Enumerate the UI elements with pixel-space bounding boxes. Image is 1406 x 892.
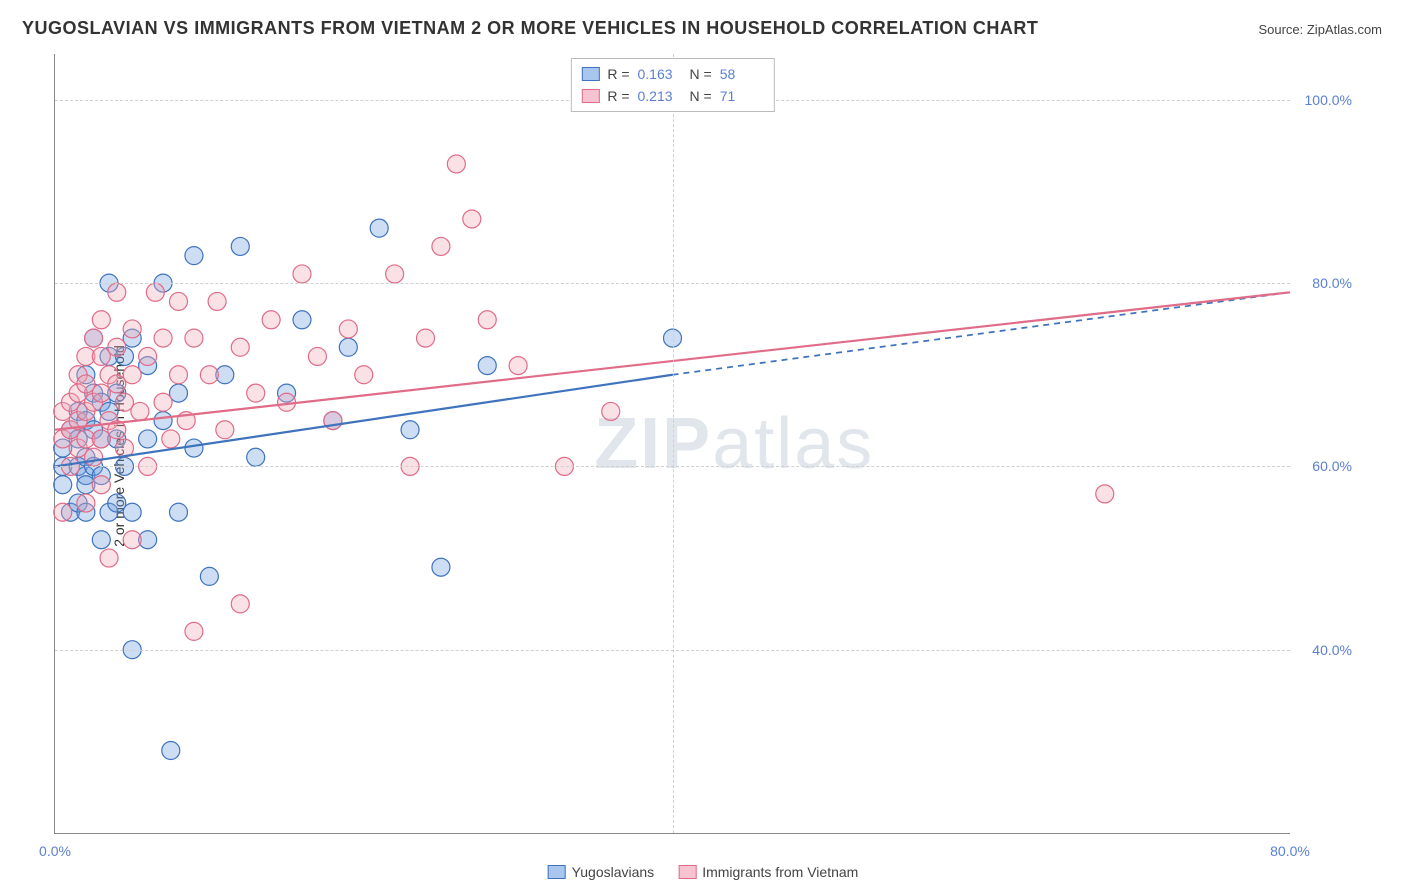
legend-swatch — [678, 865, 696, 879]
data-point — [355, 366, 373, 384]
data-point — [85, 448, 103, 466]
gridline-v — [673, 54, 674, 833]
data-point — [447, 155, 465, 173]
legend-correlation: R = 0.163 N = 58 R = 0.213 N = 71 — [570, 58, 774, 112]
data-point — [162, 742, 180, 760]
data-point — [401, 421, 419, 439]
data-point — [123, 531, 141, 549]
y-tick-label: 100.0% — [1296, 92, 1352, 108]
legend-row: R = 0.163 N = 58 — [581, 63, 763, 85]
legend-swatch — [581, 67, 599, 81]
data-point — [123, 320, 141, 338]
data-point — [170, 503, 188, 521]
data-point — [185, 622, 203, 640]
legend-n-label: N = — [690, 63, 712, 85]
x-tick-label: 0.0% — [39, 843, 71, 859]
data-point — [170, 292, 188, 310]
data-point — [293, 311, 311, 329]
data-point — [208, 292, 226, 310]
data-point — [162, 430, 180, 448]
chart-title: YUGOSLAVIAN VS IMMIGRANTS FROM VIETNAM 2… — [22, 18, 1038, 39]
data-point — [170, 366, 188, 384]
data-point — [200, 366, 218, 384]
data-point — [85, 329, 103, 347]
data-point — [54, 503, 72, 521]
data-point — [131, 402, 149, 420]
data-point — [262, 311, 280, 329]
data-point — [231, 237, 249, 255]
y-tick-label: 40.0% — [1296, 642, 1352, 658]
data-point — [1096, 485, 1114, 503]
data-point — [216, 421, 234, 439]
legend-n-value: 71 — [720, 85, 764, 107]
data-point — [146, 283, 164, 301]
data-point — [386, 265, 404, 283]
legend-item: Yugoslavians — [548, 864, 655, 880]
data-point — [139, 430, 157, 448]
legend-r-value: 0.213 — [638, 85, 682, 107]
legend-label: Yugoslavians — [572, 864, 655, 880]
legend-swatch — [548, 865, 566, 879]
data-point — [92, 531, 110, 549]
data-point — [200, 567, 218, 585]
y-tick-label: 60.0% — [1296, 458, 1352, 474]
legend-series: Yugoslavians Immigrants from Vietnam — [548, 864, 859, 880]
legend-swatch — [581, 89, 599, 103]
data-point — [108, 283, 126, 301]
legend-r-label: R = — [607, 85, 629, 107]
legend-r-label: R = — [607, 63, 629, 85]
x-tick-label: 80.0% — [1270, 843, 1310, 859]
data-point — [77, 494, 95, 512]
data-point — [54, 476, 72, 494]
source-label: Source: ZipAtlas.com — [1258, 22, 1382, 37]
data-point — [432, 558, 450, 576]
legend-n-label: N = — [690, 85, 712, 107]
data-point — [247, 448, 265, 466]
trend-line-extrapolated — [673, 292, 1291, 374]
data-point — [478, 357, 496, 375]
legend-item: Immigrants from Vietnam — [678, 864, 858, 880]
data-point — [100, 549, 118, 567]
data-point — [308, 347, 326, 365]
data-point — [185, 439, 203, 457]
data-point — [123, 503, 141, 521]
data-point — [154, 412, 172, 430]
data-point — [509, 357, 527, 375]
trend-line — [55, 375, 673, 467]
data-point — [231, 595, 249, 613]
data-point — [432, 237, 450, 255]
data-point — [293, 265, 311, 283]
data-point — [185, 247, 203, 265]
data-point — [154, 329, 172, 347]
data-point — [339, 338, 357, 356]
data-point — [370, 219, 388, 237]
legend-label: Immigrants from Vietnam — [702, 864, 858, 880]
data-point — [139, 347, 157, 365]
data-point — [185, 329, 203, 347]
legend-row: R = 0.213 N = 71 — [581, 85, 763, 107]
data-point — [108, 338, 126, 356]
data-point — [463, 210, 481, 228]
legend-r-value: 0.163 — [638, 63, 682, 85]
data-point — [478, 311, 496, 329]
data-point — [154, 393, 172, 411]
data-point — [123, 366, 141, 384]
data-point — [247, 384, 265, 402]
legend-n-value: 58 — [720, 63, 764, 85]
data-point — [231, 338, 249, 356]
data-point — [92, 311, 110, 329]
y-tick-label: 80.0% — [1296, 275, 1352, 291]
data-point — [602, 402, 620, 420]
data-point — [339, 320, 357, 338]
chart-area: ZIPatlas R =0.163N =58R =0.213N =71 40.0… — [54, 54, 1290, 834]
data-point — [417, 329, 435, 347]
data-point — [92, 476, 110, 494]
